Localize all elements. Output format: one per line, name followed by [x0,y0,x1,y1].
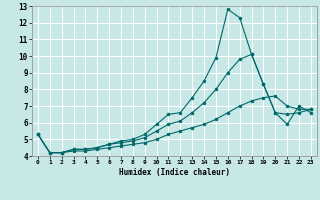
X-axis label: Humidex (Indice chaleur): Humidex (Indice chaleur) [119,168,230,177]
